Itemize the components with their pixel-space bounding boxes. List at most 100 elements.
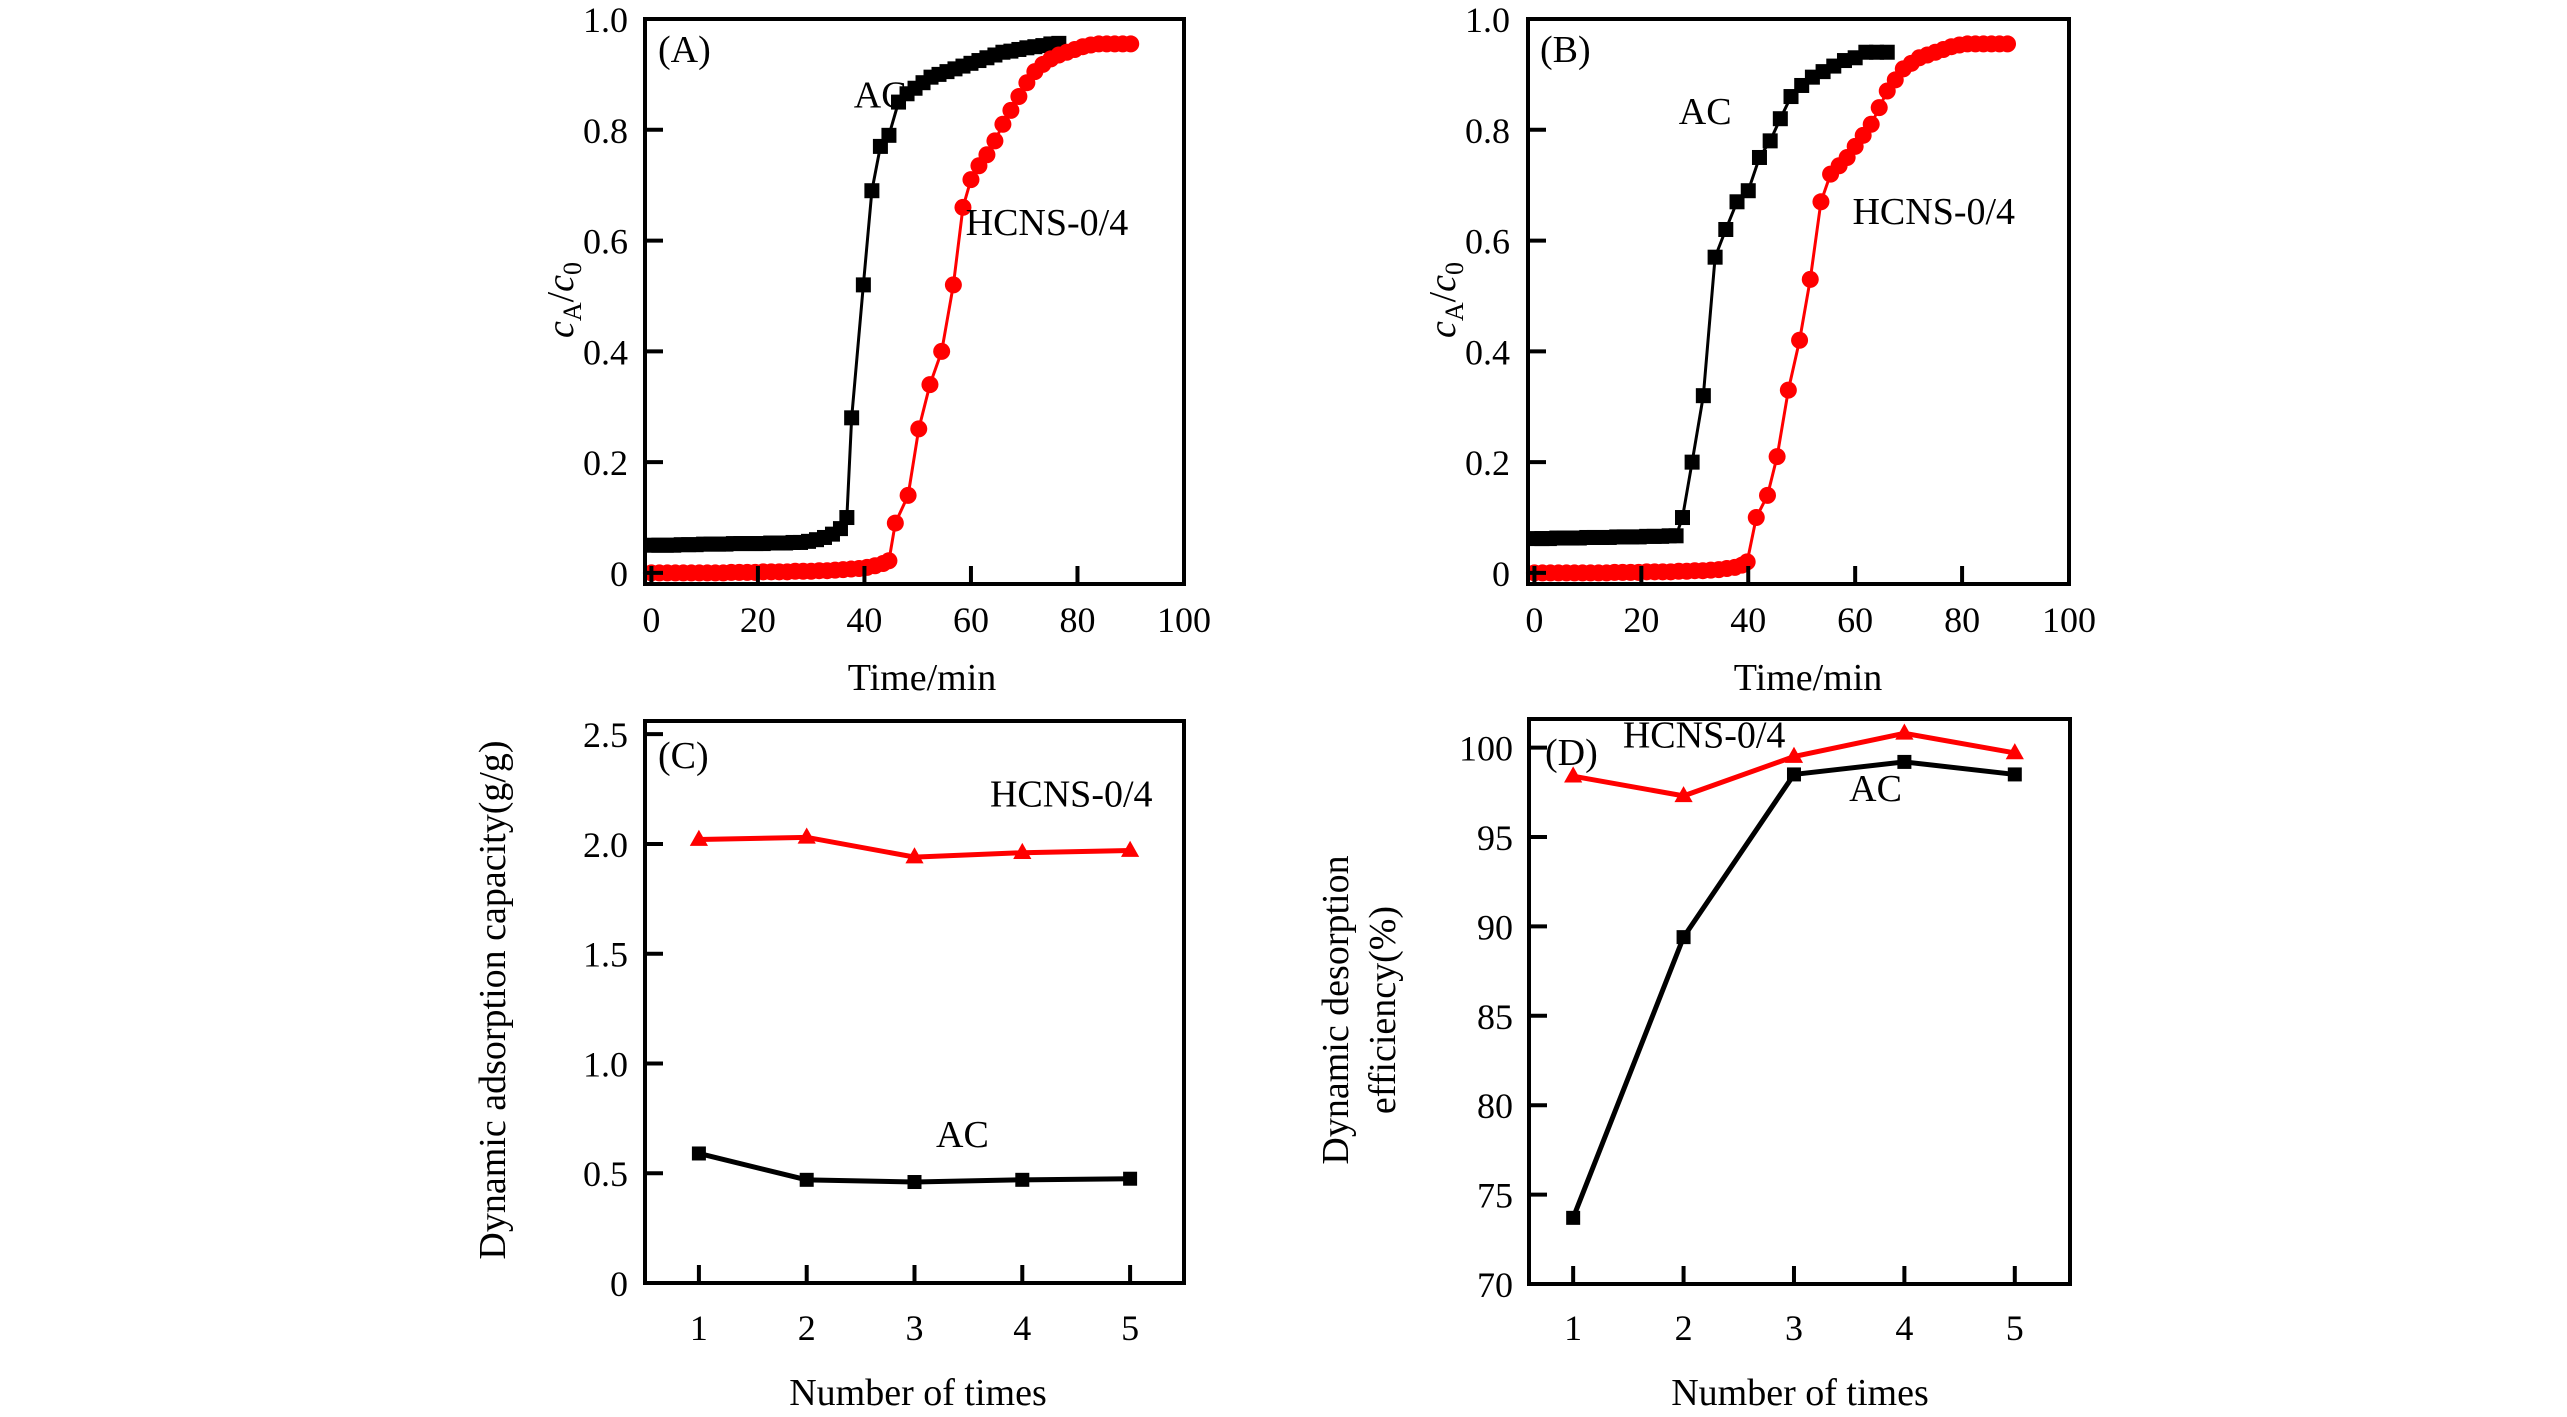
panel-d-x-axis-title: Number of times xyxy=(1671,1372,1929,1414)
panel-a-label: (A) xyxy=(658,29,711,71)
x-tick-label: 3 xyxy=(906,1308,924,1348)
data-point-triangle xyxy=(1895,723,1914,740)
data-point-square xyxy=(1707,249,1723,265)
data-point-square xyxy=(1695,388,1711,404)
panel-c-y-axis-title: Dynamic adsorption capacity(g/g) xyxy=(472,740,514,1259)
y-tick-label: 1.0 xyxy=(583,0,628,40)
data-point-circle xyxy=(886,514,904,532)
x-tick-label: 2 xyxy=(798,1308,816,1348)
panel-c-label: (C) xyxy=(658,735,709,777)
data-point-square xyxy=(1566,1210,1581,1225)
x-tick-label: 100 xyxy=(1157,600,1211,640)
series-hcns-0-4 xyxy=(1564,723,2024,803)
data-point-square xyxy=(1718,221,1734,237)
series-annotation: HCNS-0/4 xyxy=(1852,191,2015,233)
x-tick-label: 1 xyxy=(1564,1308,1582,1348)
series-annotation: AC xyxy=(1849,768,1902,810)
y-tick-label: 80 xyxy=(1477,1086,1513,1126)
y-tick-label: 75 xyxy=(1477,1176,1513,1216)
panel-d-y-axis-title-line2: efficiency(%) xyxy=(1362,906,1404,1114)
panel-d-marks xyxy=(1564,723,2024,1225)
data-point-circle xyxy=(978,146,996,164)
y-tick-label: 0.4 xyxy=(583,332,628,372)
data-point-circle xyxy=(921,376,939,394)
data-point-square xyxy=(881,127,897,143)
panel-b-x-axis-title: Time/min xyxy=(1734,657,1883,699)
series-ac xyxy=(643,35,1067,553)
data-point-circle xyxy=(1791,331,1809,349)
y-tick-label: 0.6 xyxy=(583,222,628,262)
panel-a-breakthrough-chart: 0 20 40 60 80 100 0 0.2 0.4 0.6 0.8 1.0 (A) Time/mi… xyxy=(540,0,1211,699)
data-point-circle xyxy=(986,132,1004,150)
data-point-square xyxy=(864,183,880,199)
series-ac xyxy=(691,1146,1138,1190)
x-tick-label: 5 xyxy=(2006,1308,2024,1348)
panel-b-marks xyxy=(1525,35,2017,582)
y-tick-label: 1.0 xyxy=(583,1044,628,1084)
x-tick-label: 0 xyxy=(642,600,660,640)
x-tick-label: 60 xyxy=(953,600,989,640)
series-annotation: AC xyxy=(936,1114,989,1156)
data-point-circle xyxy=(1801,270,1819,288)
x-tick-label: 80 xyxy=(1944,600,1980,640)
data-point-square xyxy=(799,1172,814,1187)
data-point-square xyxy=(1772,111,1788,127)
y-tick-label: 0.2 xyxy=(583,443,628,483)
x-tick-label: 2 xyxy=(1675,1308,1693,1348)
series-hcns-0-4 xyxy=(689,827,1140,864)
y-tick-label: 0 xyxy=(610,554,628,594)
y-tick-label: 0 xyxy=(1492,554,1510,594)
panel-b-y-axis-title: cA/c0 xyxy=(1422,262,1469,338)
data-point-triangle xyxy=(1121,840,1140,857)
data-point-triangle xyxy=(1564,766,1583,783)
x-tick-label: 80 xyxy=(1059,600,1095,640)
panel-a-plot-frame xyxy=(643,17,1186,586)
data-point-triangle xyxy=(1674,786,1693,803)
data-point-triangle xyxy=(797,827,816,844)
x-tick-label: 20 xyxy=(740,600,776,640)
x-tick-label: 60 xyxy=(1837,600,1873,640)
data-point-circle xyxy=(1862,115,1880,133)
data-point-square xyxy=(907,1175,922,1190)
data-point-circle xyxy=(1870,99,1888,117)
series-line xyxy=(1570,759,2016,1219)
panel-c-ticks: 1 2 3 4 5 0 0.5 1.0 1.5 2.0 2.5 xyxy=(583,715,1139,1348)
data-point-triangle xyxy=(1784,746,1804,763)
y-tick-label: 2.0 xyxy=(583,825,628,865)
data-point-circle xyxy=(933,342,951,360)
y-tick-label: 0.8 xyxy=(583,111,628,151)
data-point-circle xyxy=(1812,193,1830,211)
y-tick-label: 0.4 xyxy=(1465,332,1510,372)
panel-c-annotations: HCNS-0/4 AC xyxy=(936,774,1152,1156)
panel-d-label: (D) xyxy=(1545,732,1598,774)
y-tick-label: 95 xyxy=(1477,818,1513,858)
data-point-square xyxy=(1762,133,1778,149)
y-tick-label: 70 xyxy=(1477,1265,1513,1305)
data-point-square xyxy=(855,277,871,293)
x-tick-label: 5 xyxy=(1121,1308,1139,1348)
data-point-square xyxy=(839,510,855,526)
panel-b-plot-frame xyxy=(1526,17,2071,586)
data-point-circle xyxy=(1010,88,1028,106)
data-point-circle xyxy=(1002,101,1020,119)
panel-b-label: (B) xyxy=(1540,29,1591,71)
data-point-triangle xyxy=(905,847,924,864)
data-point-triangle xyxy=(1013,842,1032,860)
x-tick-label: 1 xyxy=(690,1308,708,1348)
y-tick-label: 1.5 xyxy=(583,935,628,975)
data-point-square xyxy=(844,410,860,426)
y-tick-label: 0.6 xyxy=(1465,222,1510,262)
x-tick-label: 100 xyxy=(2042,600,2096,640)
x-tick-label: 4 xyxy=(1013,1308,1031,1348)
series-annotation: HCNS-0/4 xyxy=(966,202,1129,244)
data-point-square xyxy=(1668,528,1684,544)
data-point-square xyxy=(691,1146,706,1161)
data-point-square xyxy=(1684,454,1700,470)
data-point-square xyxy=(1123,1171,1138,1186)
series-hcns-0-4 xyxy=(1525,35,2017,582)
y-tick-label: 0.2 xyxy=(1465,443,1510,483)
series-annotation: HCNS-0/4 xyxy=(1623,715,1786,757)
y-tick-label: 0.8 xyxy=(1465,111,1510,151)
data-point-circle xyxy=(1122,35,1140,53)
